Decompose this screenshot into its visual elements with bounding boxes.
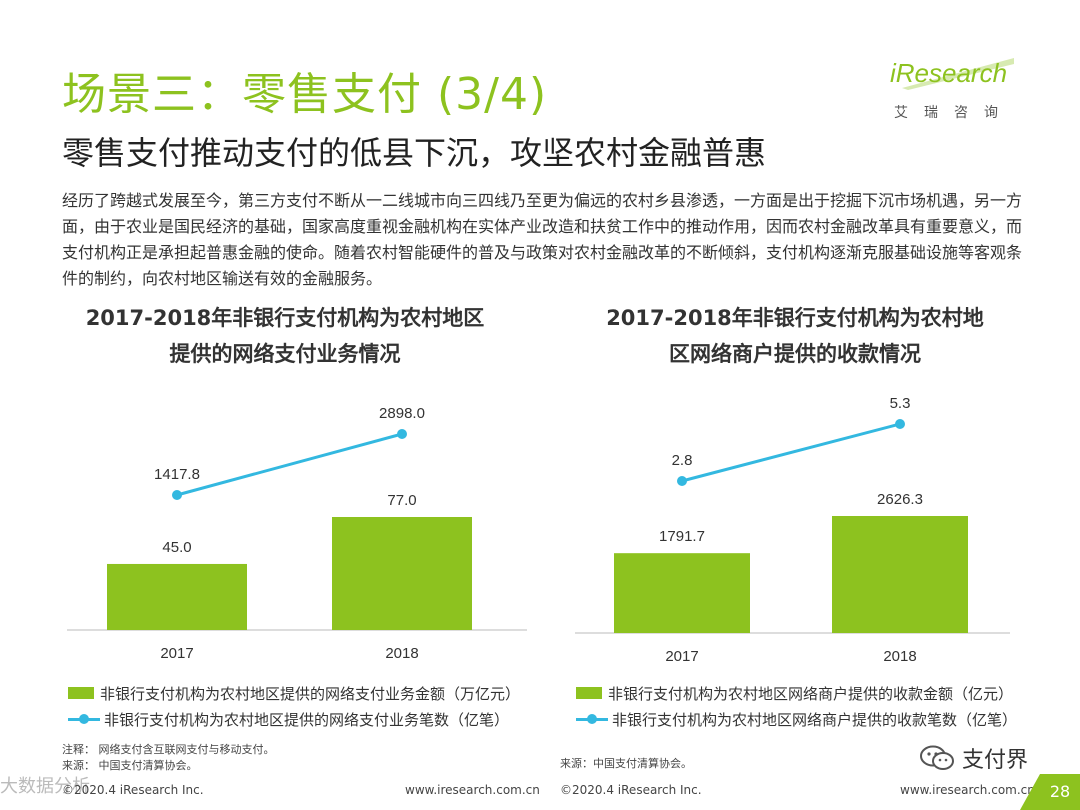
logo-swoosh-icon <box>902 58 1014 90</box>
chart1-title: 2017-2018年非银行支付机构为农村地区 提供的网络支付业务情况 <box>70 300 500 372</box>
legend-line-label: 非银行支付机构为农村地区提供的网络支付业务笔数（亿笔） <box>104 710 510 729</box>
chart1-title-line1: 2017-2018年非银行支付机构为农村地区 <box>85 306 485 330</box>
bar-2018 <box>332 517 472 630</box>
legend-bar-swatch <box>576 687 602 699</box>
page-number-tab <box>1020 774 1040 810</box>
legend-line-swatch <box>68 713 100 725</box>
watermark: 大数据分析 <box>0 776 90 797</box>
iresearch-logo: iResearch 艾瑞咨询 <box>890 58 1030 128</box>
logo-text: iResearch <box>890 58 1008 88</box>
chart2-title: 2017-2018年非银行支付机构为农村地 区网络商户提供的收款情况 <box>580 300 1010 372</box>
legend-bar-swatch <box>68 687 94 699</box>
line-value-label: 1417.8 <box>154 466 200 483</box>
line-series <box>176 432 403 497</box>
footer-copyright-left: ©2020.4 iResearch Inc. <box>62 783 204 797</box>
page-number: 28 <box>1040 774 1080 810</box>
bar-value-label: 77.0 <box>387 492 416 509</box>
line-value-label: 2.8 <box>672 452 693 469</box>
chart2-title-line2: 区网络商户提供的收款情况 <box>669 342 921 366</box>
legend-bar-label: 非银行支付机构为农村地区提供的网络支付业务金额（万亿元） <box>100 684 521 703</box>
chart2-title-line1: 2017-2018年非银行支付机构为农村地 <box>606 306 984 330</box>
line-value-label: 2898.0 <box>379 405 425 422</box>
bar-value-label: 45.0 <box>162 539 191 556</box>
page-subtitle: 零售支付推动支付的低县下沉，攻坚农村金融普惠 <box>62 134 767 172</box>
chart1: 45.0 2017 77.0 2018 1417.8 2898.0 <box>67 405 527 662</box>
chart1-notes: 注释： 网络支付含互联网支付与移动支付。 来源： 中国支付清算协会。 <box>62 742 275 774</box>
line-point-2017 <box>677 476 687 486</box>
logo-subtext: 艾瑞咨询 <box>894 105 1014 121</box>
chart2-legend: 非银行支付机构为农村地区网络商户提供的收款金额（亿元） 非银行支付机构为农村地区… <box>576 680 1017 732</box>
wechat-icon <box>920 745 954 770</box>
footer-copyright-right: ©2020.4 iResearch Inc. <box>560 783 702 797</box>
line-point-2017 <box>172 490 182 500</box>
x-tick-label: 2018 <box>385 645 418 662</box>
legend-line-label: 非银行支付机构为农村地区网络商户提供的收款笔数（亿笔） <box>612 710 1018 729</box>
line-point-2018 <box>895 419 905 429</box>
footer-url-left[interactable]: www.iresearch.com.cn <box>405 783 540 797</box>
note-text: 注释： 网络支付含互联网支付与移动支付。 <box>62 743 275 756</box>
x-tick-label: 2017 <box>160 645 193 662</box>
line-value-label: 5.3 <box>890 395 911 412</box>
x-tick-label: 2017 <box>665 648 698 665</box>
bar-2017 <box>107 563 247 630</box>
legend-line-swatch <box>576 713 608 725</box>
x-tick-label: 2018 <box>883 648 916 665</box>
bar-value-label: 2626.3 <box>877 491 923 508</box>
page-title: 场景三：零售支付 (3/4) <box>62 69 548 120</box>
line-point-2018 <box>397 429 407 439</box>
source-text: 来源： 中国支付清算协会。 <box>62 759 198 772</box>
chart2-notes: 来源：中国支付清算协会。 <box>560 756 692 772</box>
legend-bar-label: 非银行支付机构为农村地区网络商户提供的收款金额（亿元） <box>608 684 1014 703</box>
wechat-account: 支付界 <box>920 742 1028 774</box>
chart1-title-line2: 提供的网络支付业务情况 <box>169 342 401 366</box>
source-text: 来源：中国支付清算协会。 <box>560 757 692 770</box>
bar-2017 <box>614 553 750 633</box>
line-series <box>681 422 901 483</box>
footer-url-right[interactable]: www.iresearch.com.cn <box>900 783 1035 797</box>
bar-2018 <box>832 516 968 633</box>
intro-paragraph: 经历了跨越式发展至今，第三方支付不断从一二线城市向三四线乃至更为偏远的农村乡县渗… <box>62 191 1023 288</box>
bar-value-label: 1791.7 <box>659 528 705 545</box>
chart2: 1791.7 2017 2626.3 2018 2.8 5.3 <box>575 395 1010 665</box>
wechat-name: 支付界 <box>962 748 1029 773</box>
chart1-legend: 非银行支付机构为农村地区提供的网络支付业务金额（万亿元） 非银行支付机构为农村地… <box>68 680 520 732</box>
